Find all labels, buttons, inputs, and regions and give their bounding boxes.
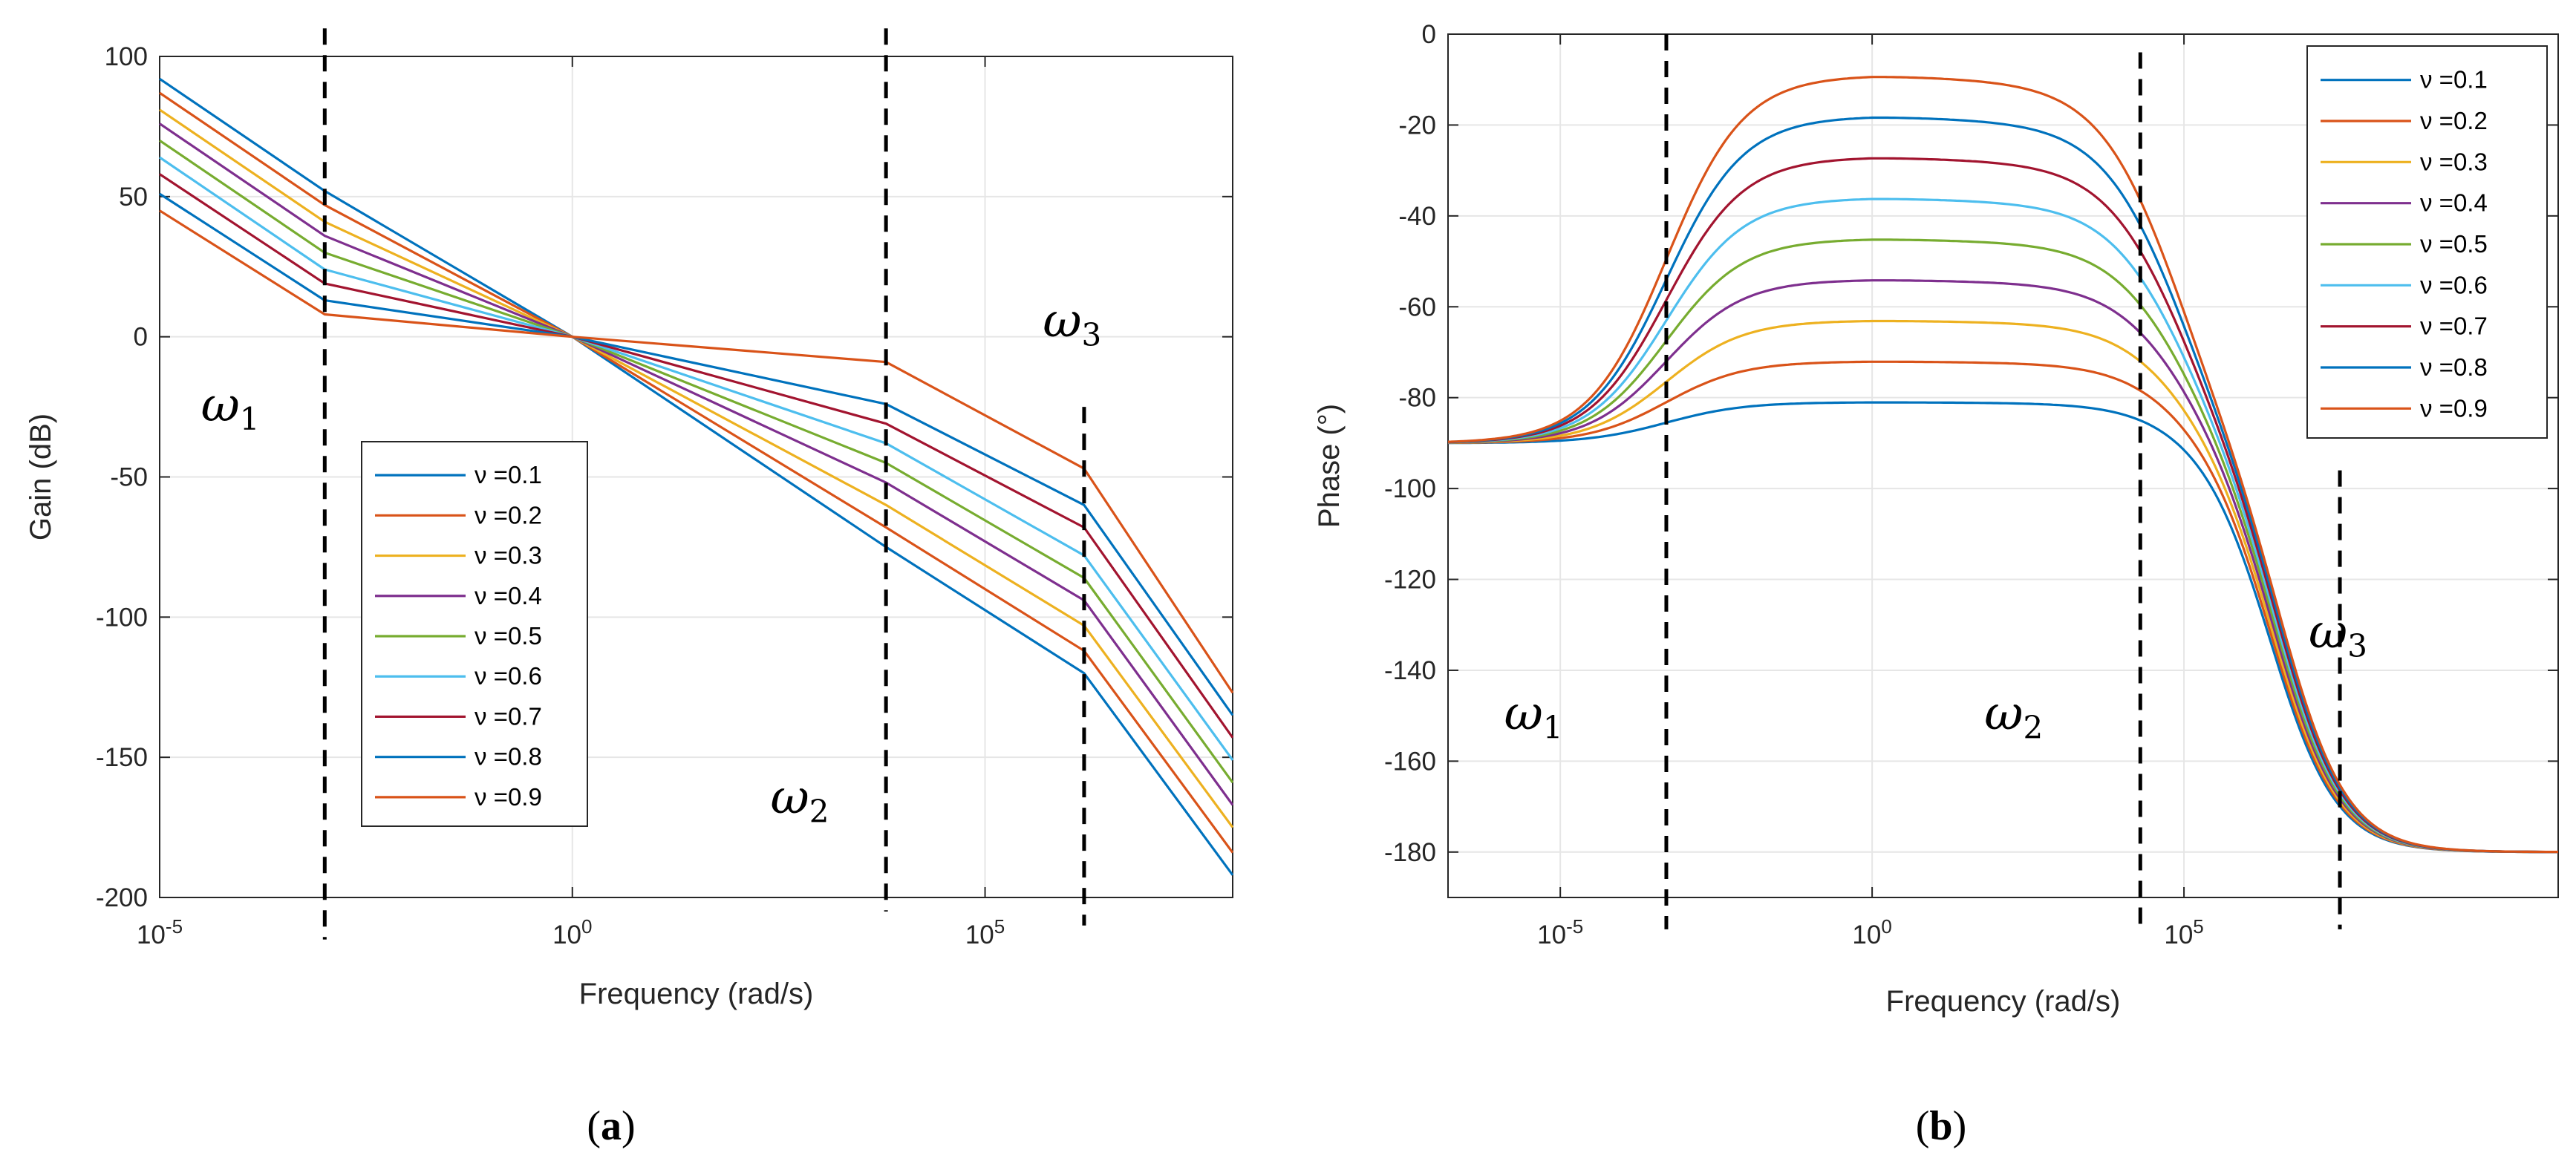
series-line-6 [159, 156, 1234, 761]
legend-entry: ν =0.3 [2420, 148, 2488, 175]
chart-panel-b: 0 -20 -40 -60 -80 -100 -120 -140 -160 -180 10-5 100… [1313, 20, 2559, 1018]
y-tick-label: 0 [134, 323, 148, 352]
y-tick-label: -180 [1384, 838, 1436, 867]
y-tick-label: -40 [1398, 202, 1436, 231]
legend-entry: ν =0.2 [2420, 107, 2488, 134]
y-tick-label: -100 [1384, 474, 1436, 503]
legend-entry: ν =0.9 [475, 783, 542, 811]
series-group [1447, 76, 2559, 854]
legend: ν =0.1 ν =0.2 ν =0.3 ν =0.4 ν =0.5 ν =0.6 ν =0… [361, 441, 588, 827]
annotation-omega-2: ω2 [1984, 687, 2043, 746]
legend: ν =0.1 ν =0.2 ν =0.3 ν =0.4 ν =0.5 ν =0.6 ν =0… [2306, 45, 2548, 439]
y-tick-label: -160 [1384, 747, 1436, 776]
series-group [159, 77, 1234, 876]
chart-panel-a: 100 50 0 -50 -100 -150 -200 10-5 100 105 Frequency… [25, 28, 1234, 1010]
legend-entry: ν =0.1 [2420, 66, 2488, 94]
series-line-2 [159, 91, 1234, 854]
y-tick-label: -140 [1384, 656, 1436, 685]
y-axis-label: Gain (dB) [25, 413, 57, 540]
annotation-omega-2: ω2 [771, 771, 829, 830]
y-tick-label: -100 [96, 603, 148, 632]
legend-entry: ν =0.6 [475, 662, 542, 690]
x-axis-label: Frequency (rad/s) [579, 978, 814, 1010]
legend-entry: ν =0.6 [2420, 271, 2488, 298]
series-line-8 [159, 192, 1234, 716]
legend-entry: ν =0.5 [475, 622, 542, 650]
legend-entry: ν =0.8 [475, 743, 542, 771]
legend-box [2306, 45, 2548, 439]
annotation-omega-1: ω1 [201, 378, 260, 437]
y-tick-label: -20 [1398, 111, 1436, 140]
series-line-4 [159, 122, 1234, 806]
legend-entry: ν =0.4 [475, 582, 542, 609]
legend-entry: ν =0.8 [2420, 353, 2488, 381]
series-line-9 [159, 209, 1234, 694]
x-tick-label: 100 [1852, 915, 1891, 949]
legend-entry: ν =0.3 [475, 542, 542, 569]
x-tick-label: 100 [552, 915, 592, 949]
y-tick-label: -150 [96, 743, 148, 772]
legend-entry: ν =0.5 [2420, 230, 2488, 258]
series-line-3 [159, 108, 1234, 828]
legend-entry: ν =0.4 [2420, 189, 2488, 217]
y-tick-label: 100 [105, 42, 148, 71]
y-tick-label: -50 [110, 463, 148, 492]
legend-entry: ν =0.9 [2420, 394, 2488, 422]
x-tick-label: 10-5 [137, 915, 183, 949]
x-axis-label: Frequency (rad/s) [1886, 985, 2121, 1018]
y-tick-label: -60 [1398, 292, 1436, 321]
y-axis-label: Phase (°) [1313, 404, 1346, 528]
series-line-5 [159, 139, 1234, 784]
y-tick-label: -200 [96, 883, 148, 912]
annotation-omega-3: ω3 [2309, 604, 2367, 664]
series-line-1 [1448, 401, 2558, 854]
series-line-1 [159, 77, 1234, 876]
legend-box [361, 441, 588, 827]
x-tick-label: 10-5 [1537, 915, 1583, 949]
annotation-omega-1: ω1 [1504, 687, 1563, 746]
panel-label-a: (a) [587, 1103, 635, 1149]
y-tick-label: -80 [1398, 384, 1436, 413]
panel-label-b: (b) [1916, 1103, 1966, 1149]
series-line-7 [159, 173, 1234, 739]
x-tick-label: 105 [965, 915, 1005, 949]
legend-entry: ν =0.7 [2420, 313, 2488, 340]
annotation-omega-3: ω3 [1043, 294, 1101, 353]
y-tick-label: 0 [1422, 20, 1436, 49]
series-line-9 [1447, 76, 2558, 854]
legend-entry: ν =0.1 [475, 461, 542, 488]
y-tick-label: -120 [1384, 566, 1436, 595]
plot-area [1447, 33, 2559, 898]
y-tick-label: 50 [119, 183, 148, 212]
x-tick-label: 105 [2164, 915, 2203, 949]
grid [159, 56, 1233, 898]
legend-entry: ν =0.2 [475, 501, 542, 529]
legend-entry: ν =0.7 [475, 702, 542, 730]
